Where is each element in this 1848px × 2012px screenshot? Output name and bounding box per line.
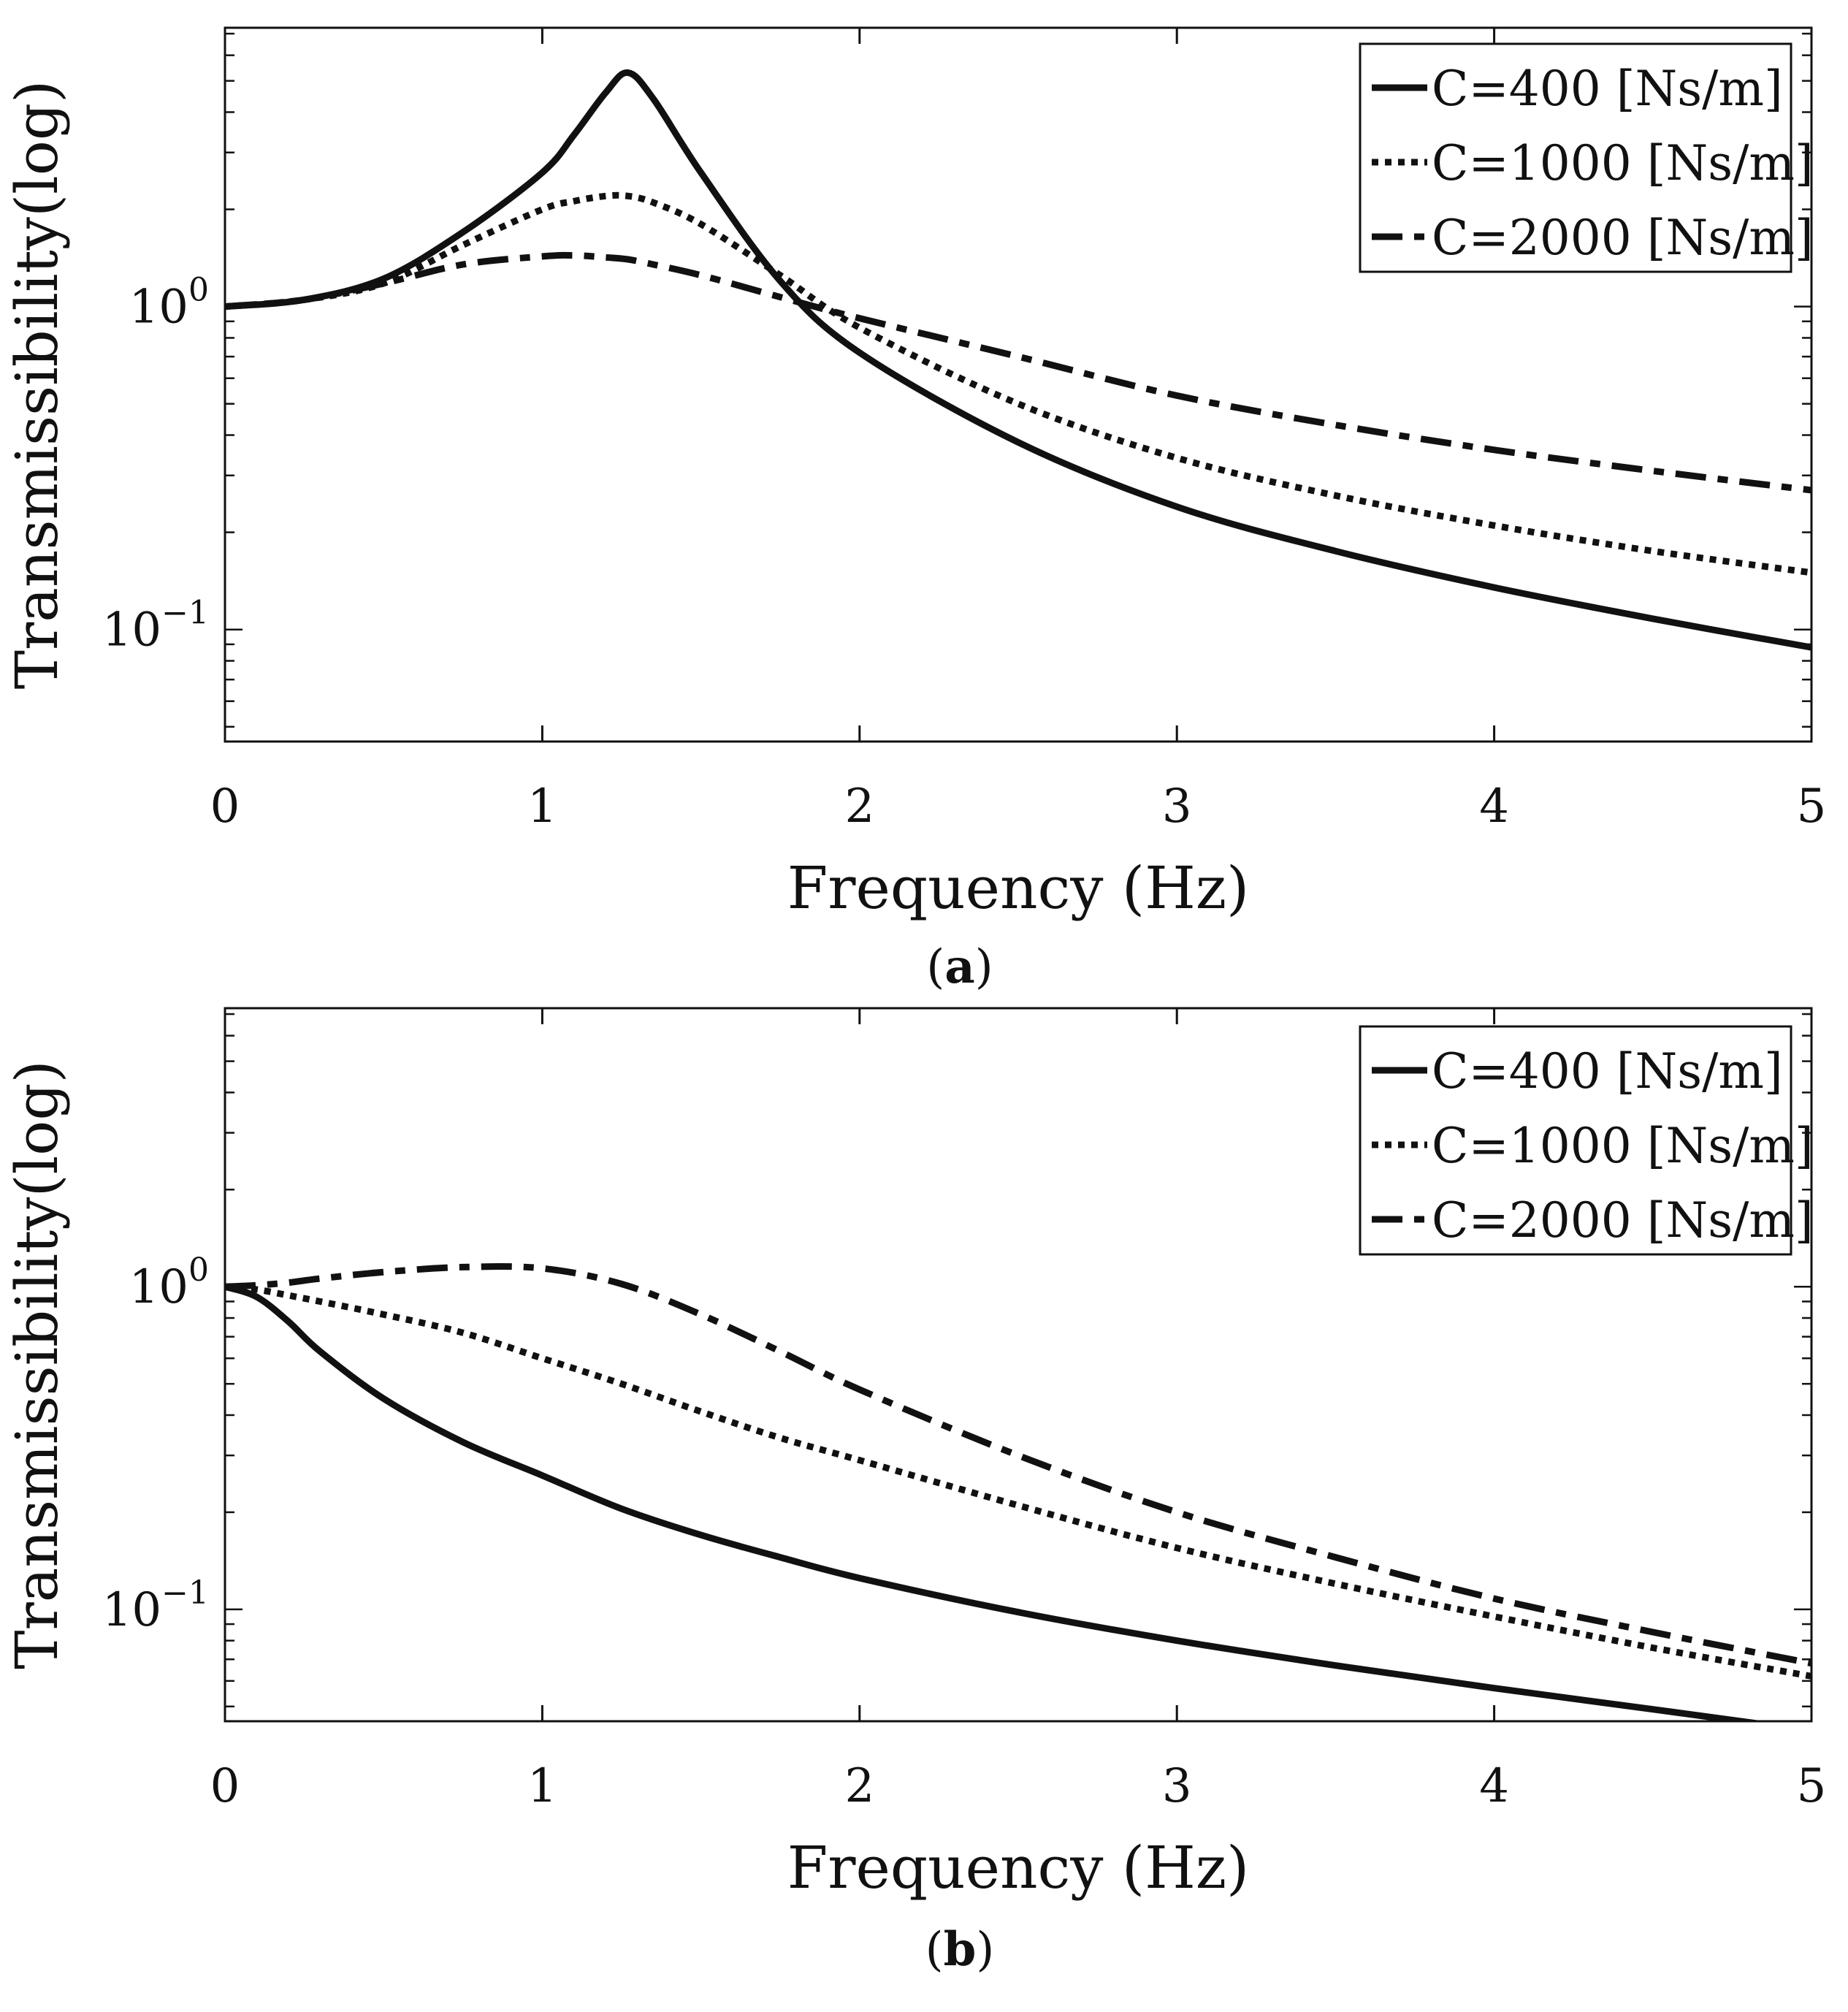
x-tick-label: 2	[844, 1759, 874, 1813]
caption-letter: b	[944, 1922, 977, 1977]
caption-open-paren: (	[926, 940, 944, 994]
x-axis-title: Frequency (Hz)	[787, 1834, 1249, 1902]
x-tick-label: 0	[210, 780, 240, 834]
y-tick-label-base: 10	[129, 281, 188, 335]
caption-close-paren: )	[976, 1923, 994, 1977]
x-tick-label: 2	[844, 780, 874, 834]
legend-box	[1359, 1025, 1792, 1256]
y-tick-label-exponent: 0	[188, 1251, 209, 1289]
y-tick-label-base: 10	[102, 1583, 161, 1637]
plot-frame	[224, 26, 1813, 743]
y-tick-label-base: 10	[129, 1260, 188, 1314]
legend-label: C=2000 [Ns/m]	[1432, 210, 1814, 266]
legend-box	[1359, 42, 1792, 273]
x-axis-title: Frequency (Hz)	[787, 854, 1249, 922]
y-axis-title: Transmissibility(log)	[3, 1060, 71, 1669]
x-tick-label: 4	[1479, 1759, 1509, 1813]
y-tick-label-exponent: −1	[161, 1574, 209, 1612]
legend-label: C=400 [Ns/m]	[1432, 61, 1783, 117]
x-tick-label: 3	[1162, 1759, 1192, 1813]
series-line-solid	[225, 1283, 1765, 1721]
y-tick-label: 10−1	[102, 1574, 209, 1637]
series-line-dashdot	[225, 1263, 1811, 1667]
plot-frame	[224, 1007, 1813, 1723]
x-tick-label: 5	[1797, 780, 1827, 834]
x-tick-label: 1	[527, 1759, 557, 1813]
x-tick-label: 4	[1479, 780, 1509, 834]
x-tick-label: 1	[527, 780, 557, 834]
y-tick-label: 100	[129, 272, 209, 335]
legend-label: C=1000 [Ns/m]	[1432, 1118, 1814, 1174]
series-group	[225, 69, 1811, 651]
panel-caption: (a)	[926, 940, 993, 994]
legend-label: C=2000 [Ns/m]	[1432, 1192, 1814, 1249]
legend: C=400 [Ns/m] C=1000 [Ns/m] C=2000 [Ns/m]	[1359, 42, 1814, 273]
legend-label: C=1000 [Ns/m]	[1432, 135, 1814, 191]
x-tick-label: 5	[1797, 1759, 1827, 1813]
y-tick-label: 10−1	[102, 595, 209, 658]
series-line-solid	[225, 69, 1811, 651]
legend: C=400 [Ns/m] C=1000 [Ns/m] C=2000 [Ns/m]	[1359, 1025, 1814, 1256]
caption-letter: a	[944, 940, 974, 994]
y-tick-label-base: 10	[102, 603, 161, 658]
x-tick-label: 3	[1162, 780, 1192, 834]
series-line-dotted	[225, 191, 1811, 576]
y-tick-label-exponent: −1	[161, 595, 209, 632]
caption-open-paren: (	[925, 1923, 944, 1977]
series-line-dashdot	[225, 251, 1811, 494]
legend-label: C=400 [Ns/m]	[1432, 1043, 1783, 1100]
series-line-dotted	[225, 1283, 1811, 1680]
x-tick-label: 0	[210, 1759, 240, 1813]
panel-caption: (b)	[925, 1922, 995, 1977]
y-axis-title: Transmissibility(log)	[3, 80, 71, 690]
caption-close-paren: )	[975, 940, 993, 994]
y-tick-label-exponent: 0	[188, 272, 209, 309]
y-tick-label: 100	[129, 1251, 209, 1314]
series-group	[225, 1263, 1811, 1721]
